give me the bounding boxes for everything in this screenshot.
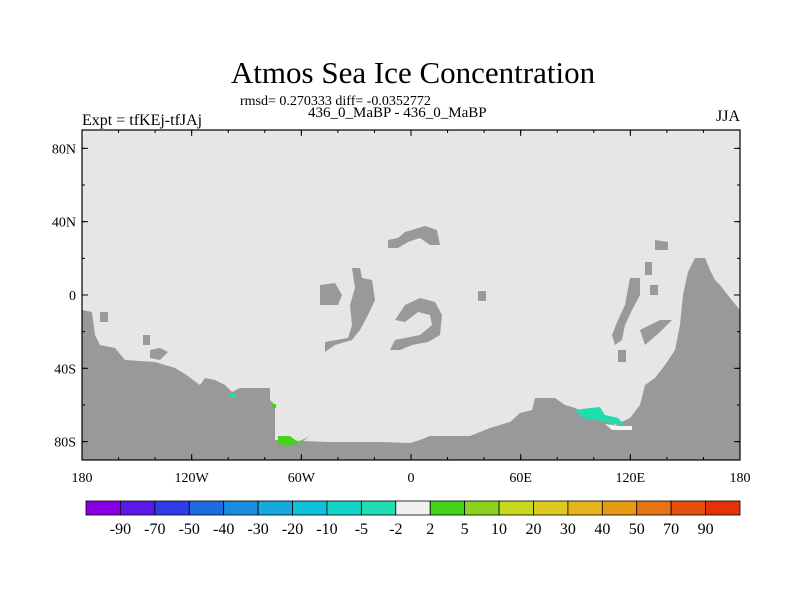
season-label: JJA bbox=[715, 108, 740, 125]
colorbar-swatch bbox=[85, 500, 121, 516]
colorbar-label: 70 bbox=[663, 521, 679, 538]
x-tick-label: 180 bbox=[72, 471, 93, 486]
anomaly-layer bbox=[230, 394, 632, 446]
axis-ticks: 180 120W 60W 0 60E 120E 180 80N 40N 0 40S 80S bbox=[52, 130, 751, 486]
colorbar-label: -10 bbox=[316, 521, 337, 538]
colorbar-swatch bbox=[154, 500, 190, 516]
colorbar-swatch bbox=[636, 500, 672, 516]
land-island-o bbox=[618, 350, 626, 362]
colorbar-label: -2 bbox=[389, 521, 402, 538]
colorbar: -90 -70 -50 -40 -30 -20 -10 -5 -2 2 5 10 20 30 40 50 70 9… bbox=[85, 500, 741, 538]
colorbar-swatch bbox=[498, 500, 534, 516]
land-island-h bbox=[388, 226, 440, 248]
y-tick-label: 80S bbox=[54, 436, 76, 451]
land-island-l bbox=[655, 240, 668, 250]
land-island-i bbox=[478, 291, 486, 301]
x-tick-label: 60E bbox=[509, 471, 532, 486]
land-island-m bbox=[650, 285, 658, 295]
colorbar-label: 30 bbox=[560, 521, 576, 538]
anomaly-patch-cyan-east bbox=[575, 407, 625, 425]
page-title: Atmos Sea Ice Concentration bbox=[230, 55, 596, 90]
colorbar-swatch bbox=[360, 500, 397, 516]
y-tick-label: 0 bbox=[69, 289, 76, 304]
land-island-e bbox=[320, 283, 342, 305]
colorbar-swatch bbox=[120, 500, 156, 516]
land-island-a bbox=[82, 312, 90, 330]
colorbar-label: -70 bbox=[144, 521, 165, 538]
colorbar-label: -40 bbox=[213, 521, 234, 538]
anomaly-patch-white-east bbox=[605, 424, 632, 430]
colorbar-swatch bbox=[670, 500, 706, 516]
colorbar-swatch bbox=[326, 500, 362, 516]
land-island-d bbox=[150, 348, 168, 360]
colorbar-label: 50 bbox=[629, 521, 645, 538]
colorbar-label: 10 bbox=[491, 521, 507, 538]
land-layer bbox=[82, 226, 740, 460]
land-island-f bbox=[325, 268, 375, 352]
land-island-j bbox=[612, 278, 640, 345]
colorbar-label: 40 bbox=[594, 521, 610, 538]
y-tick-label: 40S bbox=[54, 362, 76, 377]
land-island-g bbox=[390, 298, 442, 350]
expt-label: Expt = tfKEj-tfJAj bbox=[82, 112, 203, 129]
colorbar-label: 20 bbox=[525, 521, 541, 538]
x-tick-label: 120W bbox=[175, 471, 210, 486]
experiment-subtitle: 436_0_MaBP - 436_0_MaBP bbox=[308, 105, 487, 121]
y-tick-label: 80N bbox=[52, 142, 76, 157]
colorbar-label: -5 bbox=[355, 521, 368, 538]
colorbar-swatch bbox=[567, 500, 603, 516]
colorbar-label: -30 bbox=[247, 521, 268, 538]
colorbar-label: -90 bbox=[110, 521, 131, 538]
rmsd-diff-stats: rmsd= 0.270333 diff= -0.0352772 bbox=[240, 94, 431, 109]
colorbar-label: -50 bbox=[179, 521, 200, 538]
colorbar-swatch bbox=[705, 500, 741, 516]
colorbar-swatch bbox=[223, 500, 259, 516]
colorbar-label: -20 bbox=[282, 521, 303, 538]
anomaly-patch-cyan-small bbox=[230, 394, 236, 398]
colorbar-swatch bbox=[429, 500, 466, 516]
colorbar-swatch bbox=[292, 500, 328, 516]
x-tick-label: 180 bbox=[730, 471, 751, 486]
colorbar-label: 2 bbox=[426, 521, 434, 538]
anomaly-patch-green-small bbox=[272, 404, 276, 408]
x-tick-label: 60W bbox=[288, 471, 316, 486]
colorbar-swatch bbox=[533, 500, 569, 516]
colorbar-swatch bbox=[188, 500, 225, 516]
colorbar-swatch bbox=[601, 500, 638, 516]
land-island-c bbox=[143, 335, 150, 345]
land-island-n bbox=[640, 320, 672, 345]
x-tick-label: 120E bbox=[616, 471, 646, 486]
colorbar-swatch bbox=[464, 500, 500, 516]
y-tick-label: 40N bbox=[52, 216, 76, 231]
land-island-k bbox=[645, 262, 652, 275]
anomaly-patch-green-west bbox=[278, 436, 310, 446]
land-south-strip bbox=[82, 258, 740, 460]
colorbar-label: 5 bbox=[461, 521, 469, 538]
colorbar-swatch bbox=[395, 500, 431, 516]
colorbar-label: 90 bbox=[698, 521, 714, 538]
x-tick-label: 0 bbox=[408, 471, 415, 486]
colorbar-swatch bbox=[257, 500, 293, 516]
land-island-b bbox=[100, 312, 108, 322]
